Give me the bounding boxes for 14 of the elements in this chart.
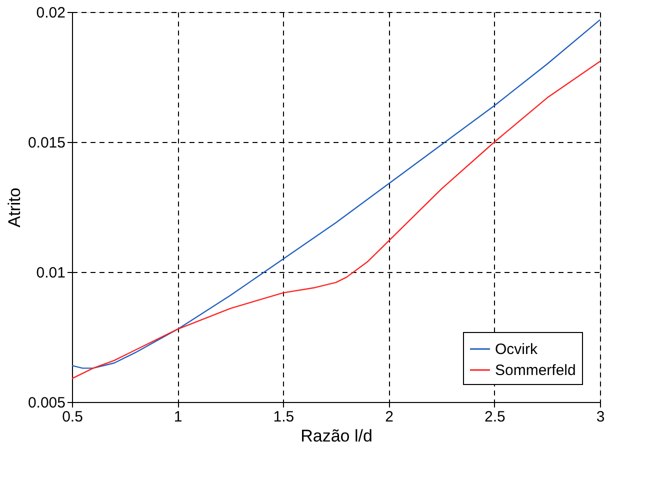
x-tick-label: 2.5	[484, 408, 506, 426]
y-tick-label: 0.005	[28, 394, 66, 412]
legend-label: Sommerfeld	[495, 362, 576, 379]
x-tick-label: 3	[596, 408, 605, 426]
x-tick-label: 2	[385, 408, 394, 426]
y-axis-title: Atrito	[4, 188, 24, 228]
legend-label: Ocvirk	[495, 341, 538, 358]
x-tick-label: 0.5	[62, 408, 83, 426]
x-tick-label: 1.5	[273, 408, 294, 426]
y-tick-label: 0.01	[36, 264, 66, 282]
x-tick-label: 1	[174, 408, 182, 426]
y-tick-label: 0.02	[36, 4, 66, 22]
x-axis-title: Razão l/d	[300, 426, 372, 446]
y-tick-label: 0.015	[28, 134, 66, 152]
